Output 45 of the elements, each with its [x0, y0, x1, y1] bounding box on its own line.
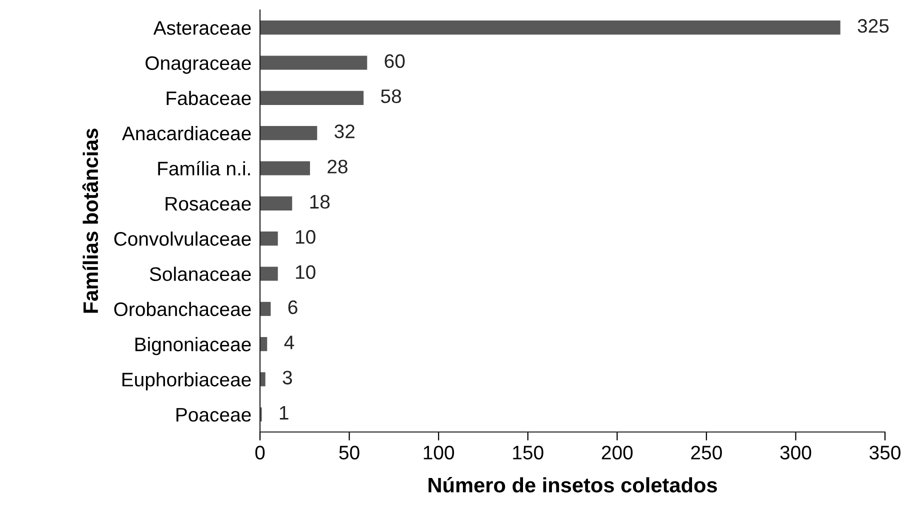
x-tick-label: 0: [255, 446, 265, 460]
y-tick-label: Onagraceae: [146, 56, 251, 74]
bar: [260, 337, 268, 352]
bar: [260, 56, 368, 70]
bar: [260, 196, 292, 210]
y-tick-label: Asteraceae: [153, 21, 251, 35]
y-tick-label: Orobanchaceae: [114, 302, 251, 316]
y-tick-label: Euphorbiaceae: [122, 372, 251, 390]
bar: [260, 126, 318, 140]
x-tick-label: 250: [691, 446, 722, 460]
bar: [260, 90, 364, 105]
bar: [260, 161, 310, 176]
x-tick-label: 100: [424, 446, 454, 460]
y-tick-label: Bignoniaceae: [135, 337, 251, 356]
y-tick-label: Convolvulaceae: [114, 232, 251, 246]
bar: [260, 232, 278, 246]
x-tick-label: 150: [513, 446, 544, 460]
bar: [260, 266, 278, 281]
x-tick-label: 350: [870, 446, 900, 460]
data-label: 6: [288, 300, 298, 314]
data-label: 32: [334, 124, 354, 138]
bar: [260, 20, 840, 35]
x-axis-title: Número de insetos coletados: [428, 477, 717, 493]
y-tick-label: Fabaceae: [166, 90, 251, 106]
data-label: 60: [384, 54, 405, 68]
x-tick-label: 50: [339, 446, 360, 460]
bar: [260, 302, 271, 316]
data-label: 18: [310, 194, 330, 209]
data-label: 58: [381, 89, 402, 104]
y-axis-title: Famílias botâncias: [82, 128, 98, 313]
data-label: 4: [284, 336, 294, 350]
x-tick-label: 300: [780, 446, 812, 460]
data-label: 325: [858, 19, 889, 33]
bar: [260, 372, 266, 386]
y-tick-label: Rosaceae: [166, 197, 251, 211]
y-tick-label: Poaceae: [176, 408, 251, 422]
data-label: 10: [296, 230, 316, 244]
y-tick-label: Anacardiaceae: [122, 126, 251, 140]
data-label: 10: [296, 265, 316, 279]
data-label: 1: [280, 406, 288, 420]
data-label: 28: [328, 160, 348, 174]
y-tick-label: Solanaceae: [150, 266, 251, 281]
data-label: 3: [282, 370, 292, 384]
x-tick-label: 200: [602, 446, 633, 460]
y-tick-label: Família n.i.: [158, 160, 250, 176]
